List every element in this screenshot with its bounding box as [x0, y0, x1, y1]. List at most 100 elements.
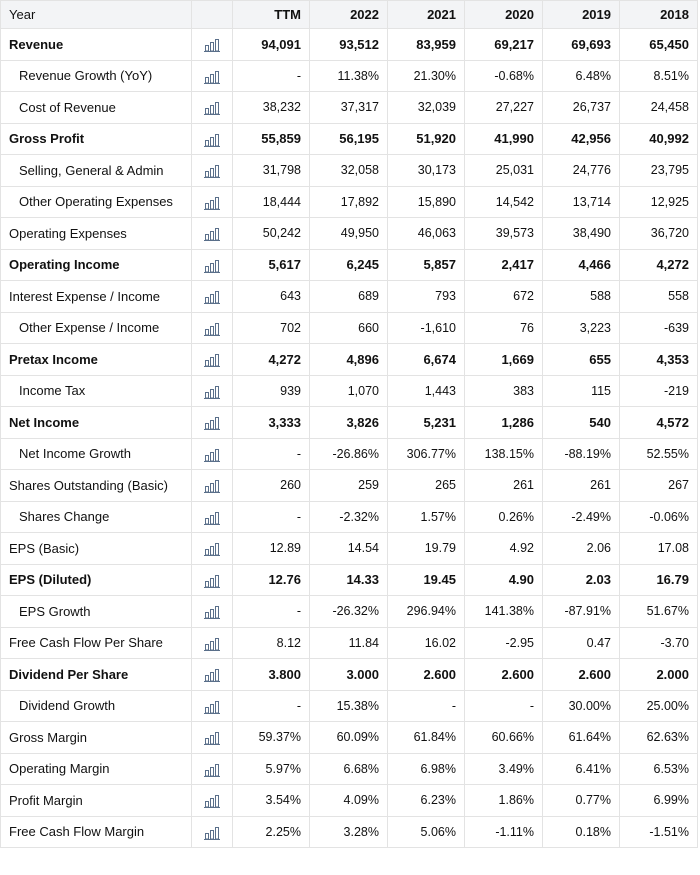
chart-button[interactable] — [191, 437, 233, 470]
chart-button[interactable] — [191, 185, 233, 218]
cell-2018: 52.55% — [619, 437, 698, 470]
cell-2022: 56,195 — [309, 122, 388, 155]
chart-button[interactable] — [191, 595, 233, 628]
cell-2019: 115 — [542, 374, 620, 407]
income-statement-table: Year TTM 2022 2021 2020 2019 2018 Revenu… — [0, 0, 698, 848]
table-row: Dividend Per Share 3.800 3.000 2.600 2.600 2.… — [0, 658, 698, 691]
column-header-2018[interactable]: 2018 — [619, 0, 698, 29]
bar-chart-icon — [204, 700, 220, 714]
table-row: EPS Growth - -26.32% 296.94% 141.38% -87.91% 5… — [0, 595, 698, 628]
row-label: Net Income Growth — [0, 437, 192, 470]
bar-chart-icon — [204, 795, 220, 809]
cell-2018: 65,450 — [619, 28, 698, 61]
cell-2020: 27,227 — [464, 91, 543, 124]
bar-chart-icon — [204, 637, 220, 651]
cell-2019: 13,714 — [542, 185, 620, 218]
bar-chart-icon — [204, 259, 220, 273]
cell-ttm: 5,617 — [232, 248, 310, 281]
chart-button[interactable] — [191, 500, 233, 533]
table-row: Net Income Growth - -26.86% 306.77% 138.15% -… — [0, 437, 698, 470]
cell-2021: 1,443 — [387, 374, 465, 407]
table-row: Revenue Growth (YoY) -11.38% 21.30% -0.68% 6… — [0, 59, 698, 92]
chart-button[interactable] — [191, 658, 233, 691]
cell-2018: 16.79 — [619, 563, 698, 596]
chart-button[interactable] — [191, 469, 233, 502]
chart-button[interactable] — [191, 406, 233, 439]
cell-2018: 25.00% — [619, 689, 698, 722]
row-label: Revenue — [0, 28, 192, 61]
cell-2019: 6.48% — [542, 59, 620, 92]
chart-button[interactable] — [191, 154, 233, 187]
cell-2019: 0.47 — [542, 626, 620, 659]
chart-button[interactable] — [191, 122, 233, 155]
chart-button[interactable] — [191, 311, 233, 344]
cell-2020: 25,031 — [464, 154, 543, 187]
bar-chart-icon — [204, 511, 220, 525]
row-label: Shares Change — [0, 500, 192, 533]
cell-2019: 3,223 — [542, 311, 620, 344]
row-label: Dividend Growth — [0, 689, 192, 722]
column-header-2019[interactable]: 2019 — [542, 0, 620, 29]
cell-2020: 138.15% — [464, 437, 543, 470]
bar-chart-icon — [204, 102, 220, 116]
cell-2021: 2.600 — [387, 658, 465, 691]
cell-2022: 4,896 — [309, 343, 388, 376]
chart-button[interactable] — [191, 815, 233, 848]
table-row: Income Tax 939 1,070 1,443 383 115 -219 — [0, 374, 698, 407]
table-header-row: Year TTM 2022 2021 2020 2019 2018 — [0, 0, 698, 29]
chart-button[interactable] — [191, 563, 233, 596]
table-row: Pretax Income 4,272 4,896 6,674 1,669 655 4,35… — [0, 343, 698, 376]
cell-2018: 17.08 — [619, 532, 698, 565]
chart-button[interactable] — [191, 532, 233, 565]
chart-button[interactable] — [191, 721, 233, 754]
column-header-2021[interactable]: 2021 — [387, 0, 465, 29]
cell-2018: 4,272 — [619, 248, 698, 281]
bar-chart-icon — [204, 354, 220, 368]
row-label: Shares Outstanding (Basic) — [0, 469, 192, 502]
cell-2021: -1,610 — [387, 311, 465, 344]
cell-2019: 540 — [542, 406, 620, 439]
chart-button[interactable] — [191, 689, 233, 722]
column-header-2020[interactable]: 2020 — [464, 0, 543, 29]
cell-ttm: - — [232, 500, 310, 533]
chart-button[interactable] — [191, 248, 233, 281]
chart-button[interactable] — [191, 784, 233, 817]
cell-2022: 259 — [309, 469, 388, 502]
chart-button[interactable] — [191, 626, 233, 659]
cell-2018: 36,720 — [619, 217, 698, 250]
chart-button[interactable] — [191, 59, 233, 92]
table-row: Selling, General & Admin 31,798 32,058 30,1… — [0, 154, 698, 187]
chart-button[interactable] — [191, 752, 233, 785]
cell-2020: 383 — [464, 374, 543, 407]
chart-button[interactable] — [191, 374, 233, 407]
cell-2022: 3.28% — [309, 815, 388, 848]
chart-button[interactable] — [191, 343, 233, 376]
cell-2020: 261 — [464, 469, 543, 502]
cell-2022: 37,317 — [309, 91, 388, 124]
bar-chart-icon — [204, 165, 220, 179]
cell-2019: 61.64% — [542, 721, 620, 754]
cell-ttm: - — [232, 595, 310, 628]
bar-chart-icon — [204, 291, 220, 305]
cell-2020: 1,669 — [464, 343, 543, 376]
column-header-ttm[interactable]: TTM — [232, 0, 310, 29]
cell-2021: 46,063 — [387, 217, 465, 250]
cell-2022: 11.38% — [309, 59, 388, 92]
cell-2018: 6.53% — [619, 752, 698, 785]
cell-2022: -26.32% — [309, 595, 388, 628]
chart-button[interactable] — [191, 217, 233, 250]
row-label: Revenue Growth (YoY) — [0, 59, 192, 92]
chart-button[interactable] — [191, 91, 233, 124]
cell-2020: 141.38% — [464, 595, 543, 628]
cell-2021: 30,173 — [387, 154, 465, 187]
table-row: Other Expense / Income 702 660 -1,610 76 3,22… — [0, 311, 698, 344]
chart-button[interactable] — [191, 28, 233, 61]
row-label: Gross Margin — [0, 721, 192, 754]
cell-2020: -0.68% — [464, 59, 543, 92]
cell-ttm: 12.89 — [232, 532, 310, 565]
chart-button[interactable] — [191, 280, 233, 313]
cell-ttm: 260 — [232, 469, 310, 502]
bar-chart-icon — [204, 732, 220, 746]
column-header-2022[interactable]: 2022 — [309, 0, 388, 29]
cell-2021: 793 — [387, 280, 465, 313]
